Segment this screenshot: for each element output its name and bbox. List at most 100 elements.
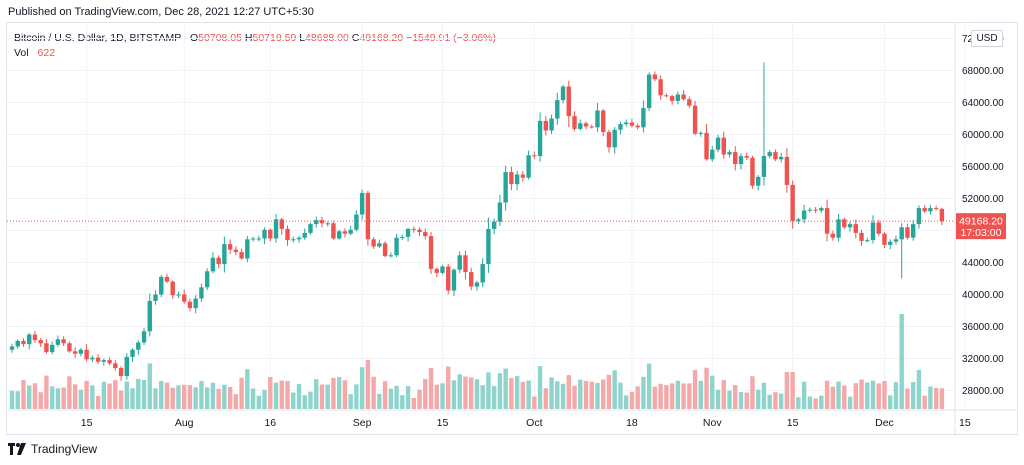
candle-body <box>583 123 589 127</box>
x-tick-label: Nov <box>703 417 722 429</box>
volume-bar <box>250 388 256 409</box>
volume-bar <box>176 385 181 409</box>
candle-body <box>859 232 864 241</box>
volume-bar <box>675 380 681 409</box>
volume-bar <box>778 393 784 409</box>
candle-body <box>566 86 571 117</box>
candle-body <box>623 122 629 125</box>
candle-body <box>222 244 227 265</box>
volume-bar <box>342 380 348 409</box>
volume-bar <box>646 363 652 409</box>
volume-bar <box>434 384 439 409</box>
candle-body <box>9 346 15 350</box>
volume-bar <box>842 385 847 409</box>
candle-body <box>721 137 726 155</box>
candle-body <box>503 172 508 203</box>
volume-bar <box>216 388 221 409</box>
volume-bar <box>331 377 336 409</box>
volume-bar <box>27 385 32 409</box>
volume-bar <box>480 385 485 409</box>
volume-bar <box>365 359 371 409</box>
x-tick-label: Dec <box>875 417 894 429</box>
volume-bar <box>899 314 904 409</box>
candle-body <box>893 239 899 242</box>
candle-body <box>595 110 600 128</box>
candle-body <box>710 149 715 160</box>
volume-bar <box>939 388 945 409</box>
volume-bar <box>273 382 279 409</box>
volume-bar <box>107 383 112 409</box>
candle-body <box>49 344 55 353</box>
candle-body <box>193 298 198 309</box>
candle-body <box>348 229 353 234</box>
vol-label[interactable]: Vol <box>14 47 29 59</box>
candle-body <box>354 214 359 230</box>
candle-body <box>199 287 204 299</box>
volume-bar <box>400 395 405 409</box>
currency-button[interactable]: USD <box>971 30 1003 47</box>
candle-body <box>15 340 20 347</box>
volume-bar <box>767 394 772 409</box>
volume-bar <box>233 394 239 409</box>
candle-body <box>32 334 38 341</box>
candle-body <box>136 342 141 350</box>
volume-bar <box>371 376 376 409</box>
candle-body <box>417 229 422 233</box>
volume-bar <box>916 369 922 409</box>
volume-bar <box>497 373 503 409</box>
volume-bar <box>623 395 629 409</box>
volume-bar <box>239 377 244 409</box>
candle-body <box>21 340 26 345</box>
candle-body <box>928 208 933 212</box>
volume-bar <box>67 376 72 409</box>
published-caption: Published on TradingView.com, Dec 28, 20… <box>8 6 314 18</box>
volume-bar <box>130 388 135 409</box>
volume-bar <box>193 387 198 409</box>
candle-body <box>635 125 640 128</box>
volume-bar <box>796 397 801 409</box>
candle-body <box>204 271 210 288</box>
volume-bar <box>227 386 233 409</box>
volume-bar <box>853 383 858 409</box>
volume-bar <box>641 376 646 409</box>
volume-bar <box>159 381 164 409</box>
volume-bar <box>285 381 290 409</box>
candle-body <box>308 224 313 233</box>
candle-body <box>365 192 371 240</box>
volume-bar <box>95 395 101 409</box>
volume-bar <box>595 382 600 409</box>
candle-body <box>314 220 319 225</box>
y-tick-label: 52000.00 <box>962 194 1004 205</box>
candle-body <box>67 343 72 352</box>
candle-body <box>612 129 617 148</box>
candle-body <box>285 228 290 241</box>
candle-body <box>474 282 480 287</box>
candle-body <box>440 266 445 273</box>
volume-bar <box>153 388 158 409</box>
volume-bar <box>319 384 325 409</box>
candle-body <box>434 268 439 273</box>
candle-body <box>761 156 767 177</box>
volume-bar <box>279 380 284 409</box>
volume-bar <box>382 381 388 409</box>
x-tick-label: 15 <box>437 417 449 429</box>
candle-body <box>159 276 164 295</box>
candle-body <box>876 222 881 234</box>
volume-bar <box>836 381 841 409</box>
candle-body <box>824 208 830 234</box>
volume-bar <box>882 381 887 409</box>
volume-bar <box>428 368 434 409</box>
candle-body <box>227 244 233 250</box>
candle-body <box>371 239 376 247</box>
countdown-label: 17:03:00 <box>961 227 1002 239</box>
candle-body <box>44 343 49 353</box>
volume-bar <box>210 382 216 409</box>
volume-bar <box>463 376 468 409</box>
volume-bar <box>618 382 623 409</box>
candle-body <box>84 349 89 360</box>
candle-body <box>55 339 61 345</box>
chart-frame <box>6 22 1018 435</box>
candle-body <box>377 243 382 247</box>
volume-bar <box>555 381 560 409</box>
